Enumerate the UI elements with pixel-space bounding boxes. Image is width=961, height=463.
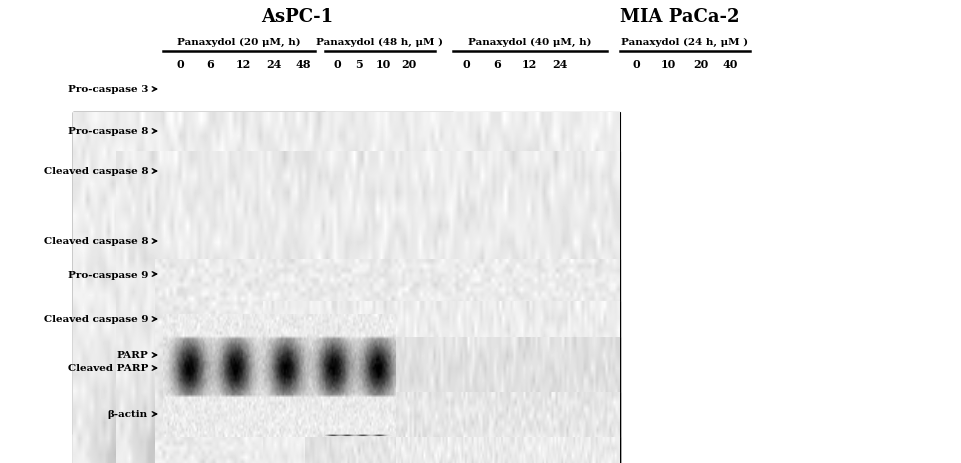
Text: 5: 5 — [356, 58, 363, 69]
Bar — [341, 392, 453, 463]
Text: 0: 0 — [176, 58, 184, 69]
Text: Cleaved caspase 8: Cleaved caspase 8 — [43, 237, 148, 246]
Text: Pro-caspase 8: Pro-caspase 8 — [67, 127, 148, 136]
Bar — [155, 259, 163, 314]
Bar — [163, 314, 341, 392]
Bar — [116, 152, 620, 463]
Text: 10: 10 — [376, 58, 390, 69]
Bar — [163, 314, 396, 437]
Bar — [396, 437, 453, 463]
Bar — [305, 337, 620, 463]
Bar — [396, 437, 620, 463]
Text: 24: 24 — [266, 58, 282, 69]
Text: 6: 6 — [206, 58, 214, 69]
Text: MIA PaCa-2: MIA PaCa-2 — [620, 8, 740, 26]
Text: 10: 10 — [660, 58, 676, 69]
Bar — [155, 259, 325, 434]
Text: β-actin: β-actin — [108, 410, 148, 419]
Text: Pro-caspase 3: Pro-caspase 3 — [67, 85, 148, 94]
Text: Cleaved PARP: Cleaved PARP — [67, 364, 148, 373]
Bar — [263, 337, 325, 434]
Bar — [155, 259, 620, 463]
Text: 20: 20 — [402, 58, 417, 69]
Text: Cleaved caspase 8: Cleaved caspase 8 — [43, 167, 148, 176]
Bar — [325, 392, 341, 434]
Bar — [116, 152, 163, 314]
Bar — [116, 152, 325, 434]
Text: 24: 24 — [553, 58, 568, 69]
Text: 48: 48 — [295, 58, 310, 69]
Text: Panaxydol (40 μM, h): Panaxydol (40 μM, h) — [468, 38, 592, 46]
Text: 0: 0 — [333, 58, 341, 69]
Text: 6: 6 — [493, 58, 501, 69]
Text: Panaxydol (24 h, μM ): Panaxydol (24 h, μM ) — [622, 38, 749, 46]
Text: 20: 20 — [694, 58, 708, 69]
Bar — [325, 434, 396, 437]
Text: AsPC-1: AsPC-1 — [261, 8, 333, 26]
Bar — [73, 113, 453, 463]
Bar — [116, 152, 453, 463]
Text: Pro-caspase 9: Pro-caspase 9 — [67, 270, 148, 279]
Text: Panaxydol (20 μM, h): Panaxydol (20 μM, h) — [177, 38, 301, 46]
Bar — [73, 113, 163, 314]
Bar — [163, 314, 263, 337]
Text: 0: 0 — [632, 58, 640, 69]
Text: Panaxydol (48 h, μM ): Panaxydol (48 h, μM ) — [316, 38, 443, 46]
Bar — [263, 337, 453, 463]
Text: 0: 0 — [462, 58, 470, 69]
Text: 40: 40 — [723, 58, 738, 69]
Bar — [73, 113, 620, 463]
Bar — [341, 392, 620, 463]
Bar — [73, 113, 325, 434]
Text: 12: 12 — [235, 58, 251, 69]
Bar — [263, 301, 620, 463]
Bar — [155, 259, 453, 463]
Text: Cleaved caspase 9: Cleaved caspase 9 — [43, 315, 148, 324]
Text: PARP: PARP — [116, 351, 148, 360]
Text: 12: 12 — [522, 58, 536, 69]
